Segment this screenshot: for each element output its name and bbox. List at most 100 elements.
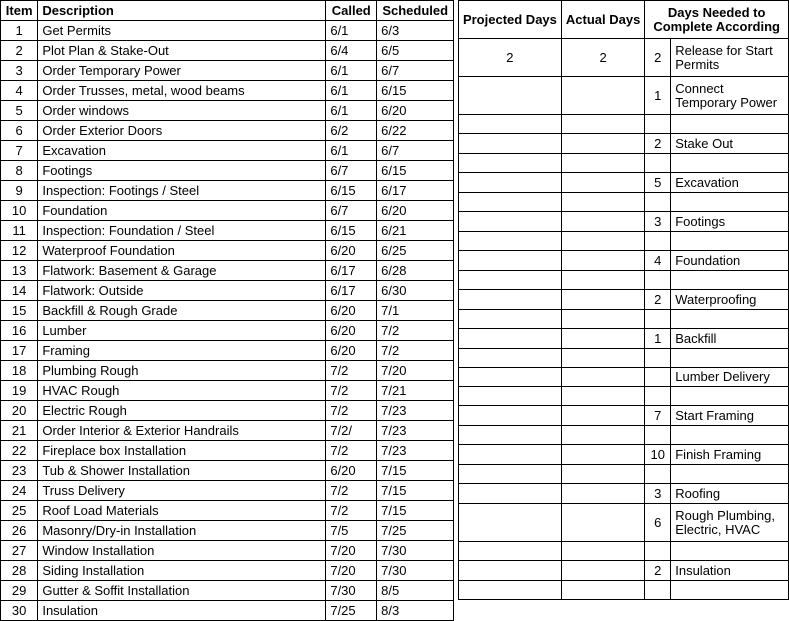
cell-days-txt xyxy=(671,271,789,290)
cell-projected xyxy=(458,310,561,329)
cell-days-num: 5 xyxy=(645,173,671,193)
cell-item: 6 xyxy=(1,121,38,141)
cell-desc: Siding Installation xyxy=(38,561,326,581)
cell-sched: 7/2 xyxy=(377,321,454,341)
table-row: 6Order Exterior Doors6/26/22 xyxy=(1,121,454,141)
cell-item: 28 xyxy=(1,561,38,581)
cell-desc: HVAC Rough xyxy=(38,381,326,401)
cell-projected xyxy=(458,349,561,368)
header-called: Called xyxy=(326,1,377,21)
cell-projected xyxy=(458,504,561,542)
cell-called: 7/2 xyxy=(326,381,377,401)
cell-days-txt xyxy=(671,115,789,134)
cell-days-num xyxy=(645,310,671,329)
cell-desc: Plumbing Rough xyxy=(38,361,326,381)
table-row: 1Connect Temporary Power xyxy=(458,77,788,115)
cell-projected xyxy=(458,542,561,561)
table-row: 17Framing6/207/2 xyxy=(1,341,454,361)
cell-days-txt: Footings xyxy=(671,212,789,232)
table-row: 6Rough Plumbing, Electric, HVAC xyxy=(458,504,788,542)
cell-sched: 7/21 xyxy=(377,381,454,401)
cell-projected xyxy=(458,561,561,581)
cell-days-num: 2 xyxy=(645,39,671,77)
cell-called: 6/20 xyxy=(326,461,377,481)
cell-days-txt: Foundation xyxy=(671,251,789,271)
cell-item: 2 xyxy=(1,41,38,61)
cell-projected xyxy=(458,232,561,251)
cell-projected xyxy=(458,193,561,212)
cell-desc: Roof Load Materials xyxy=(38,501,326,521)
cell-projected xyxy=(458,290,561,310)
cell-days-txt: Lumber Delivery xyxy=(671,368,789,387)
cell-called: 7/2/ xyxy=(326,421,377,441)
cell-desc: Window Installation xyxy=(38,541,326,561)
cell-item: 21 xyxy=(1,421,38,441)
cell-desc: Masonry/Dry-in Installation xyxy=(38,521,326,541)
table-row xyxy=(458,387,788,406)
table-row: 23Tub & Shower Installation6/207/15 xyxy=(1,461,454,481)
cell-item: 29 xyxy=(1,581,38,601)
table-row: 3Footings xyxy=(458,212,788,232)
cell-days-txt xyxy=(671,581,789,600)
cell-item: 9 xyxy=(1,181,38,201)
cell-item: 3 xyxy=(1,61,38,81)
cell-projected: 2 xyxy=(458,39,561,77)
cell-item: 8 xyxy=(1,161,38,181)
cell-actual xyxy=(561,271,644,290)
cell-sched: 7/30 xyxy=(377,541,454,561)
table-row: 9Inspection: Footings / Steel6/156/17 xyxy=(1,181,454,201)
cell-days-txt xyxy=(671,349,789,368)
cell-desc: Lumber xyxy=(38,321,326,341)
cell-desc: Order windows xyxy=(38,101,326,121)
cell-called: 7/2 xyxy=(326,501,377,521)
cell-sched: 6/5 xyxy=(377,41,454,61)
cell-days-txt xyxy=(671,465,789,484)
cell-sched: 7/15 xyxy=(377,481,454,501)
cell-desc: Electric Rough xyxy=(38,401,326,421)
table-row: 10Foundation6/76/20 xyxy=(1,201,454,221)
cell-item: 16 xyxy=(1,321,38,341)
cell-item: 1 xyxy=(1,21,38,41)
cell-desc: Tub & Shower Installation xyxy=(38,461,326,481)
cell-actual xyxy=(561,484,644,504)
cell-actual xyxy=(561,251,644,271)
cell-days-num: 3 xyxy=(645,484,671,504)
cell-called: 7/2 xyxy=(326,361,377,381)
cell-item: 30 xyxy=(1,601,38,621)
cell-days-txt: Insulation xyxy=(671,561,789,581)
cell-actual xyxy=(561,581,644,600)
cell-sched: 7/30 xyxy=(377,561,454,581)
cell-called: 6/1 xyxy=(326,61,377,81)
cell-days-num xyxy=(645,193,671,212)
cell-days-txt xyxy=(671,232,789,251)
cell-item: 13 xyxy=(1,261,38,281)
cell-desc: Insulation xyxy=(38,601,326,621)
cell-desc: Truss Delivery xyxy=(38,481,326,501)
table-row xyxy=(458,542,788,561)
cell-item: 12 xyxy=(1,241,38,261)
header-item: Item xyxy=(1,1,38,21)
cell-days-txt: Finish Framing xyxy=(671,445,789,465)
header-sched: Scheduled xyxy=(377,1,454,21)
cell-actual xyxy=(561,329,644,349)
cell-actual xyxy=(561,154,644,173)
cell-projected xyxy=(458,484,561,504)
table-row: 15Backfill & Rough Grade6/207/1 xyxy=(1,301,454,321)
table-row: 25Roof Load Materials7/27/15 xyxy=(1,501,454,521)
cell-actual xyxy=(561,387,644,406)
cell-days-txt: Connect Temporary Power xyxy=(671,77,789,115)
cell-days-txt xyxy=(671,310,789,329)
cell-days-txt xyxy=(671,387,789,406)
table-row: 5Order windows6/16/20 xyxy=(1,101,454,121)
cell-days-num xyxy=(645,154,671,173)
table-row: 16Lumber6/207/2 xyxy=(1,321,454,341)
cell-sched: 6/20 xyxy=(377,101,454,121)
table-row: 18Plumbing Rough7/27/20 xyxy=(1,361,454,381)
cell-days-txt xyxy=(671,193,789,212)
cell-projected xyxy=(458,426,561,445)
table-row: 30Insulation7/258/3 xyxy=(1,601,454,621)
cell-sched: 7/23 xyxy=(377,401,454,421)
cell-projected xyxy=(458,251,561,271)
cell-projected xyxy=(458,368,561,387)
table-row xyxy=(458,465,788,484)
